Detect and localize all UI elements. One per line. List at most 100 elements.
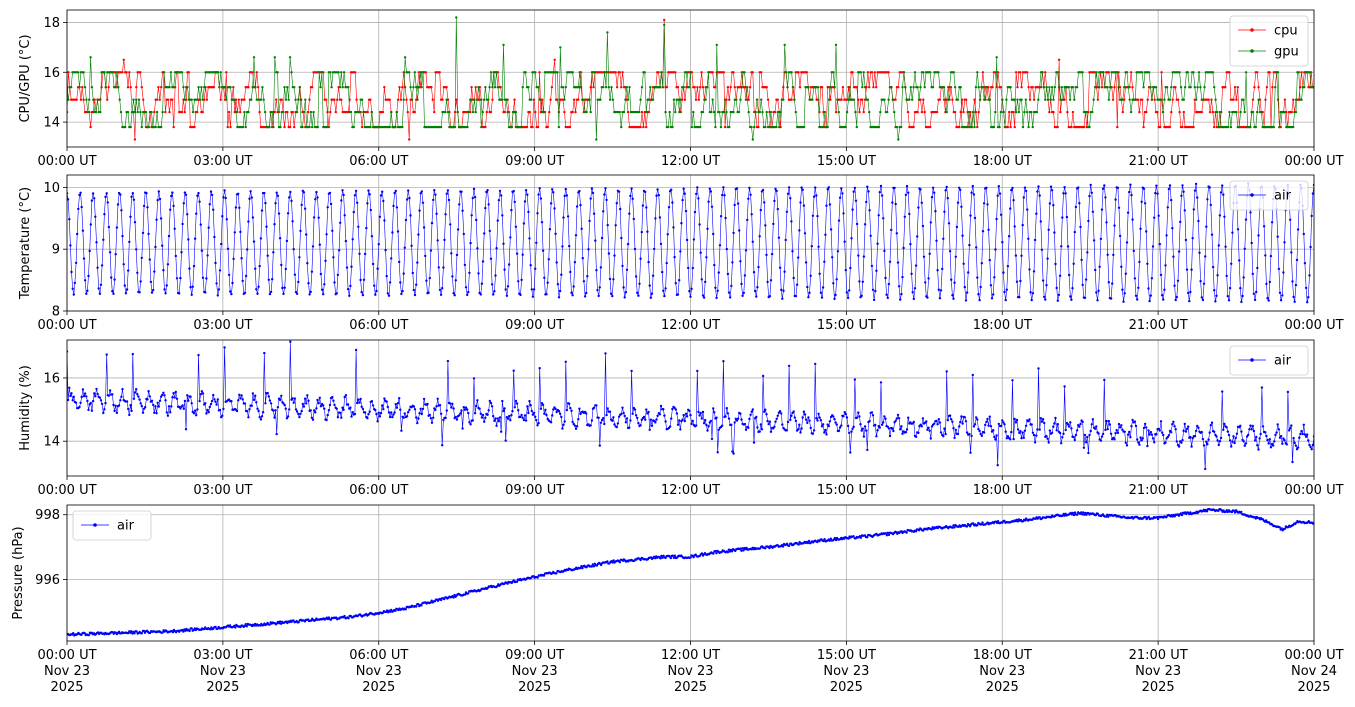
data-point xyxy=(826,125,829,129)
data-point xyxy=(1277,267,1281,271)
data-point xyxy=(1240,300,1243,304)
data-point xyxy=(475,404,478,408)
data-point xyxy=(1153,98,1156,101)
data-point xyxy=(405,98,408,101)
data-point xyxy=(1017,110,1021,114)
data-point xyxy=(1002,421,1005,424)
data-point xyxy=(737,110,741,114)
data-point xyxy=(1230,262,1233,265)
data-point xyxy=(1193,86,1197,89)
data-point xyxy=(661,86,664,89)
data-point xyxy=(911,291,914,294)
data-point xyxy=(513,98,516,101)
data-point xyxy=(560,273,563,276)
data-point xyxy=(336,416,340,419)
data-point xyxy=(1244,218,1248,221)
data-point xyxy=(135,86,138,89)
data-point xyxy=(1081,71,1084,74)
data-point xyxy=(1001,98,1004,101)
data-point xyxy=(135,388,138,391)
data-point xyxy=(1129,110,1133,114)
data-point xyxy=(680,222,683,225)
data-point xyxy=(834,110,838,114)
data-point xyxy=(568,244,571,248)
data-point xyxy=(1013,225,1016,228)
data-point xyxy=(1207,98,1210,101)
data-point xyxy=(866,71,870,74)
data-point xyxy=(283,286,286,289)
data-point xyxy=(1249,424,1252,427)
data-point xyxy=(268,623,271,626)
data-point xyxy=(644,418,647,421)
data-point xyxy=(388,125,391,129)
data-point xyxy=(663,18,666,22)
data-point xyxy=(841,192,844,195)
data-point xyxy=(342,408,345,411)
data-point xyxy=(577,418,580,421)
data-point xyxy=(593,71,597,74)
data-point xyxy=(615,202,618,205)
data-point xyxy=(1032,270,1036,273)
data-point xyxy=(1182,110,1186,114)
data-point xyxy=(857,411,860,414)
data-point xyxy=(602,417,605,420)
data-point xyxy=(739,412,742,415)
data-point xyxy=(1009,438,1012,441)
data-point xyxy=(755,415,758,419)
data-point xyxy=(297,280,300,284)
data-point xyxy=(692,110,695,114)
data-point xyxy=(674,71,677,74)
data-point xyxy=(1244,442,1248,445)
data-point xyxy=(471,110,475,114)
data-point xyxy=(1116,71,1119,74)
data-point xyxy=(561,86,565,89)
data-point xyxy=(500,194,503,197)
data-point xyxy=(664,420,667,423)
data-point xyxy=(181,222,184,226)
data-point xyxy=(739,547,742,550)
data-point xyxy=(1134,424,1138,428)
data-point xyxy=(325,418,328,422)
data-point xyxy=(172,391,175,395)
data-point xyxy=(1239,287,1242,290)
data-point xyxy=(1116,186,1120,190)
data-point xyxy=(787,364,791,368)
data-point xyxy=(543,276,546,279)
data-point xyxy=(1118,234,1122,238)
data-point xyxy=(340,98,343,101)
data-point xyxy=(1046,98,1050,101)
data-point xyxy=(74,401,78,404)
data-point xyxy=(406,110,409,114)
data-point xyxy=(405,198,409,201)
data-point xyxy=(850,430,853,433)
data-point xyxy=(581,567,584,570)
data-point xyxy=(699,411,702,415)
data-point xyxy=(496,417,499,420)
data-point xyxy=(1213,289,1216,292)
data-point xyxy=(837,219,841,222)
data-point xyxy=(1062,98,1065,101)
data-point xyxy=(324,259,327,262)
data-point xyxy=(314,198,317,201)
data-point xyxy=(571,71,574,74)
data-point xyxy=(723,98,727,101)
data-point xyxy=(132,98,135,101)
data-point xyxy=(277,110,281,114)
data-point xyxy=(82,257,86,260)
data-point xyxy=(311,418,315,421)
data-point xyxy=(455,16,458,19)
data-point xyxy=(1163,98,1166,101)
data-point xyxy=(536,125,540,129)
data-point xyxy=(91,192,95,195)
legend-box xyxy=(1229,345,1309,376)
data-point xyxy=(1251,424,1255,428)
data-point xyxy=(756,286,759,289)
data-point xyxy=(1193,435,1197,438)
data-point xyxy=(972,425,976,428)
data-point xyxy=(967,110,971,114)
data-point xyxy=(305,402,308,405)
data-point xyxy=(855,86,858,89)
data-point xyxy=(658,216,662,219)
data-point xyxy=(212,86,216,89)
data-point xyxy=(920,110,924,114)
